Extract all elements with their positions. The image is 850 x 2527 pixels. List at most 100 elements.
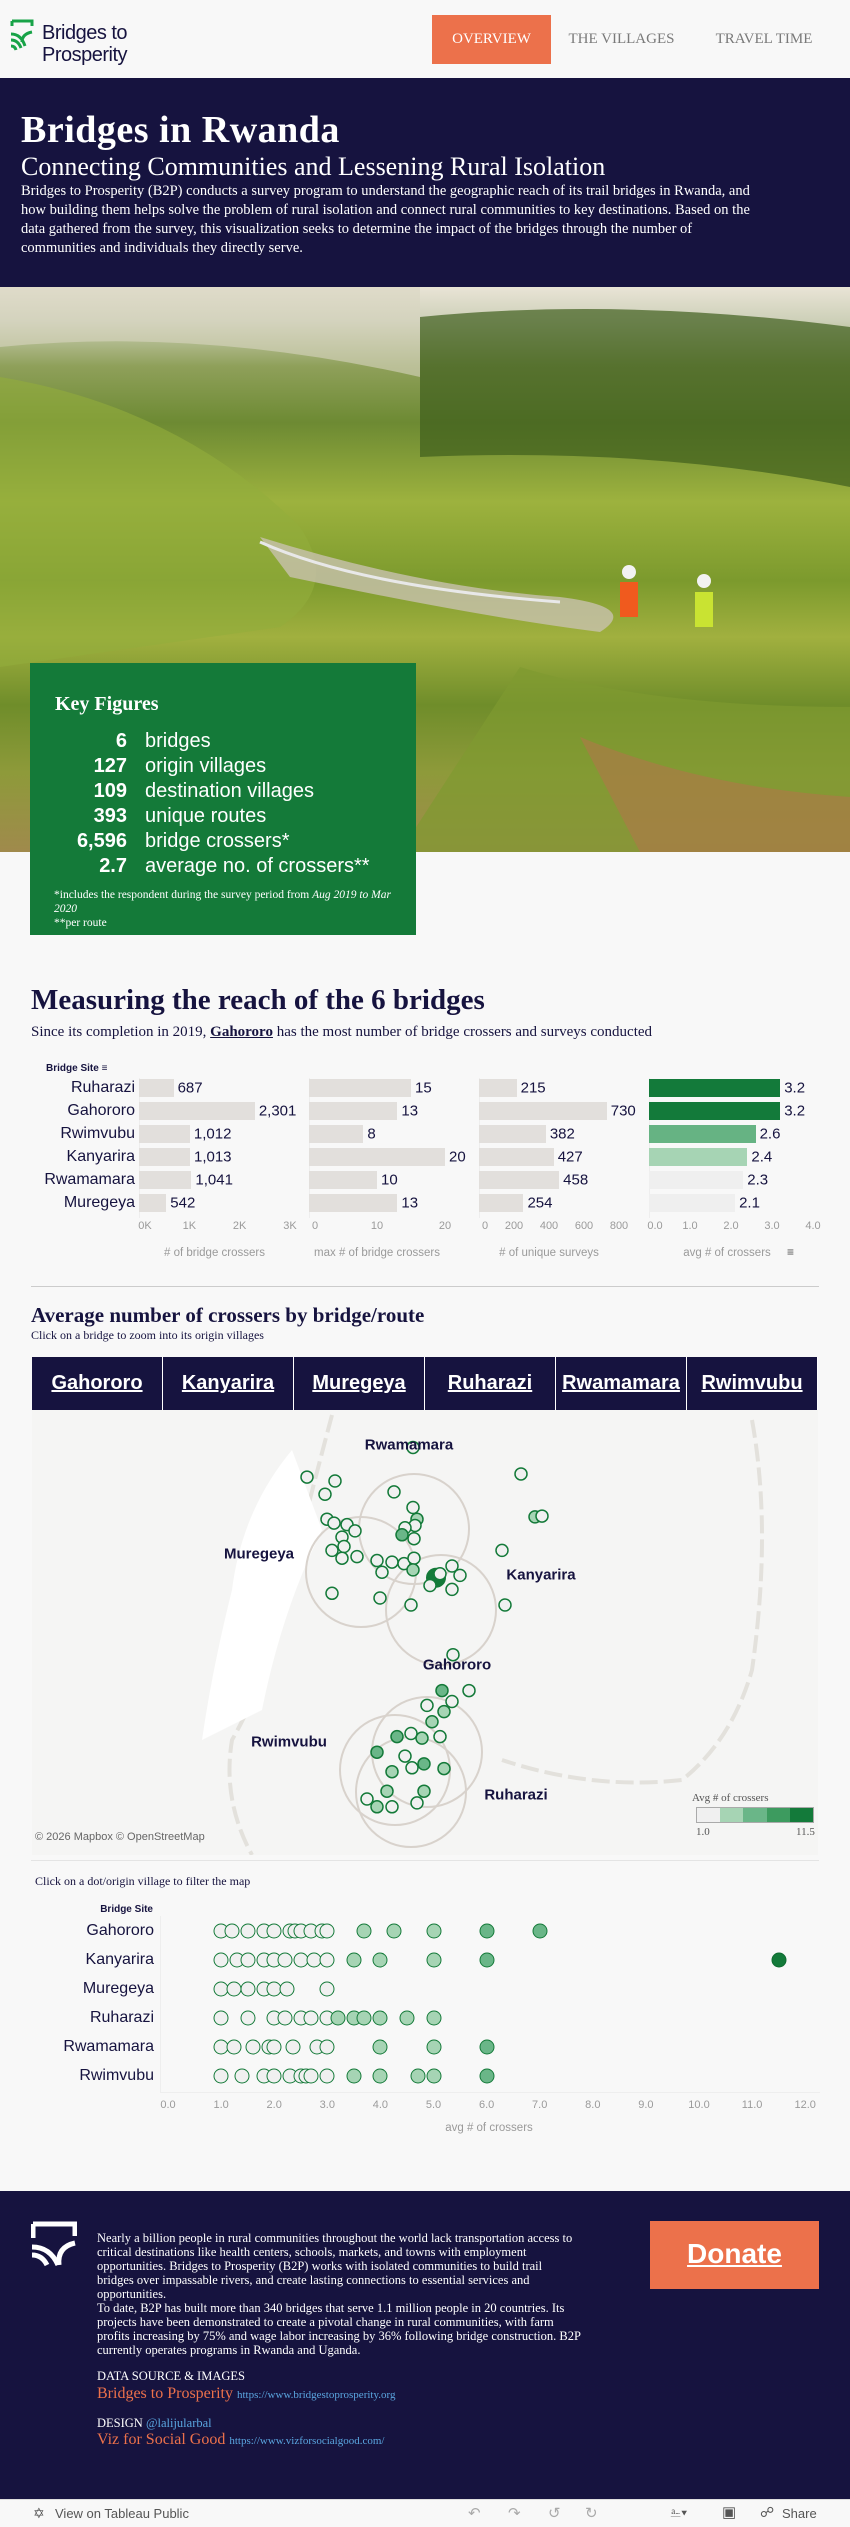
village-dot[interactable] xyxy=(426,2010,441,2026)
bar-0-4[interactable] xyxy=(139,1171,192,1189)
village-dot[interactable] xyxy=(240,1981,256,1997)
bar-1-4[interactable] xyxy=(309,1171,377,1189)
bar-3-5[interactable] xyxy=(649,1194,736,1212)
bar-0-1[interactable] xyxy=(139,1102,255,1120)
village-dot[interactable] xyxy=(372,2039,388,2055)
map-credit[interactable]: © 2026 Mapbox © OpenStreetMap xyxy=(35,1831,205,1843)
nav-the-villages[interactable]: THE VILLAGES xyxy=(568,31,675,47)
bar-0-0[interactable] xyxy=(139,1079,174,1097)
refresh-icon[interactable]: ↻ xyxy=(585,2505,598,2522)
undo-icon[interactable]: ↶ xyxy=(468,2505,481,2522)
bar-3-2[interactable] xyxy=(649,1125,756,1143)
viz-link[interactable]: https://www.vizforsocialgood.com/ xyxy=(229,2435,385,2447)
gahororo-link[interactable]: Gahororo xyxy=(210,1024,273,1040)
view-on-tableau-link[interactable]: View on Tableau Public xyxy=(55,2506,189,2521)
fullscreen-icon[interactable]: ▣ xyxy=(722,2504,737,2521)
village-dot[interactable] xyxy=(410,2068,426,2084)
village-dot[interactable] xyxy=(426,1923,441,1939)
share-button[interactable]: Share xyxy=(782,2506,817,2521)
village-dot[interactable] xyxy=(479,2068,495,2084)
bar-1-2[interactable] xyxy=(309,1125,364,1143)
village-dot[interactable] xyxy=(213,2068,229,2084)
village-dot[interactable] xyxy=(303,2068,319,2084)
village-dot[interactable] xyxy=(285,2039,301,2055)
village-dot[interactable] xyxy=(372,2010,388,2026)
village-dot[interactable] xyxy=(479,1923,495,1939)
bridge-button-gahororo[interactable]: Gahororo xyxy=(32,1357,163,1410)
village-dot[interactable] xyxy=(346,2068,362,2084)
village-dot[interactable] xyxy=(479,1952,495,1968)
village-dot[interactable] xyxy=(426,2039,441,2055)
bridge-button-rwamamara[interactable]: Rwamamara xyxy=(556,1357,687,1410)
sort-icon[interactable]: ≡ xyxy=(787,1245,795,1259)
bar-1-0[interactable] xyxy=(309,1079,411,1097)
bar-1-5[interactable] xyxy=(309,1194,398,1212)
nav-overview[interactable]: OVERVIEW xyxy=(432,15,551,64)
donate-button[interactable]: Donate xyxy=(650,2221,819,2289)
map-label-rwamamara[interactable]: Rwamamara xyxy=(364,1436,454,1454)
logo-text[interactable]: Bridges to Prosperity xyxy=(42,22,128,66)
village-dot[interactable] xyxy=(266,2068,282,2084)
bridge-map[interactable] xyxy=(32,1410,818,1855)
download-icon[interactable]: ⎁▾ xyxy=(670,2504,688,2520)
village-dot[interactable] xyxy=(386,1923,402,1939)
bar-3-4[interactable] xyxy=(649,1171,744,1189)
village-dot[interactable] xyxy=(372,1952,388,1968)
bar-3-0[interactable] xyxy=(649,1079,781,1097)
village-dot[interactable] xyxy=(356,1923,372,1939)
bar-2-1[interactable] xyxy=(479,1102,607,1120)
bar-2-4[interactable] xyxy=(479,1171,560,1189)
map-label-ruharazi[interactable]: Ruharazi xyxy=(484,1786,548,1804)
village-dot[interactable] xyxy=(279,1981,295,1997)
bridge-button-rwimvubu[interactable]: Rwimvubu xyxy=(687,1357,818,1410)
bar-3-1[interactable] xyxy=(649,1102,781,1120)
sort-icon[interactable]: ≡ xyxy=(101,1063,108,1074)
village-dot[interactable] xyxy=(240,1952,256,1968)
bar-0-2[interactable] xyxy=(139,1125,190,1143)
village-dot[interactable] xyxy=(319,1952,335,1968)
village-dot[interactable] xyxy=(213,1952,229,1968)
village-dot[interactable] xyxy=(245,2039,261,2055)
bridge-button-ruharazi[interactable]: Ruharazi xyxy=(425,1357,556,1410)
bar-3-3[interactable] xyxy=(649,1148,748,1166)
bar-0-3[interactable] xyxy=(139,1148,190,1166)
nav-travel-time[interactable]: TRAVEL TIME xyxy=(715,31,813,47)
b2p-link[interactable]: https://www.bridgestoprosperity.org xyxy=(237,2389,396,2401)
village-dot[interactable] xyxy=(277,2010,293,2026)
village-dot[interactable] xyxy=(330,2010,346,2026)
village-dot[interactable] xyxy=(240,1923,256,1939)
designer-link[interactable]: @lalijularbal xyxy=(145,2416,212,2430)
map-label-rwimvubu[interactable]: Rwimvubu xyxy=(251,1733,327,1751)
redo-icon[interactable]: ↷ xyxy=(508,2505,521,2522)
map-label-gahororo[interactable]: Gahororo xyxy=(422,1656,492,1674)
village-dot[interactable] xyxy=(356,2010,372,2026)
village-dot[interactable] xyxy=(277,1952,293,1968)
village-dot[interactable] xyxy=(303,2010,319,2026)
bridge-site-header[interactable]: Bridge Site ≡ xyxy=(46,1063,107,1074)
village-dot[interactable] xyxy=(234,2068,250,2084)
bar-1-3[interactable] xyxy=(309,1148,445,1166)
map-label-kanyarira[interactable]: Kanyarira xyxy=(506,1566,576,1584)
village-dot[interactable] xyxy=(319,1981,335,1997)
bar-2-3[interactable] xyxy=(479,1148,554,1166)
village-dot[interactable] xyxy=(319,2039,335,2055)
bar-0-5[interactable] xyxy=(139,1194,167,1212)
village-dot[interactable] xyxy=(771,1952,787,1968)
village-dot[interactable] xyxy=(372,2068,388,2084)
village-dot[interactable] xyxy=(319,1923,335,1939)
share-icon[interactable]: ☍ xyxy=(760,2504,775,2520)
village-dot[interactable] xyxy=(399,2010,415,2026)
revert-icon[interactable]: ↺ xyxy=(548,2505,561,2522)
bar-2-2[interactable] xyxy=(479,1125,546,1143)
village-dot[interactable] xyxy=(226,2039,242,2055)
bar-2-5[interactable] xyxy=(479,1194,524,1212)
village-dot[interactable] xyxy=(426,2068,441,2084)
village-dot[interactable] xyxy=(426,1952,441,1968)
village-dot[interactable] xyxy=(266,1923,282,1939)
village-dot[interactable] xyxy=(319,2068,335,2084)
village-dot[interactable] xyxy=(224,1923,240,1939)
village-dot[interactable] xyxy=(213,2010,229,2026)
village-dot[interactable] xyxy=(532,1923,548,1939)
village-dot[interactable] xyxy=(266,2039,282,2055)
village-dot[interactable] xyxy=(346,1952,362,1968)
